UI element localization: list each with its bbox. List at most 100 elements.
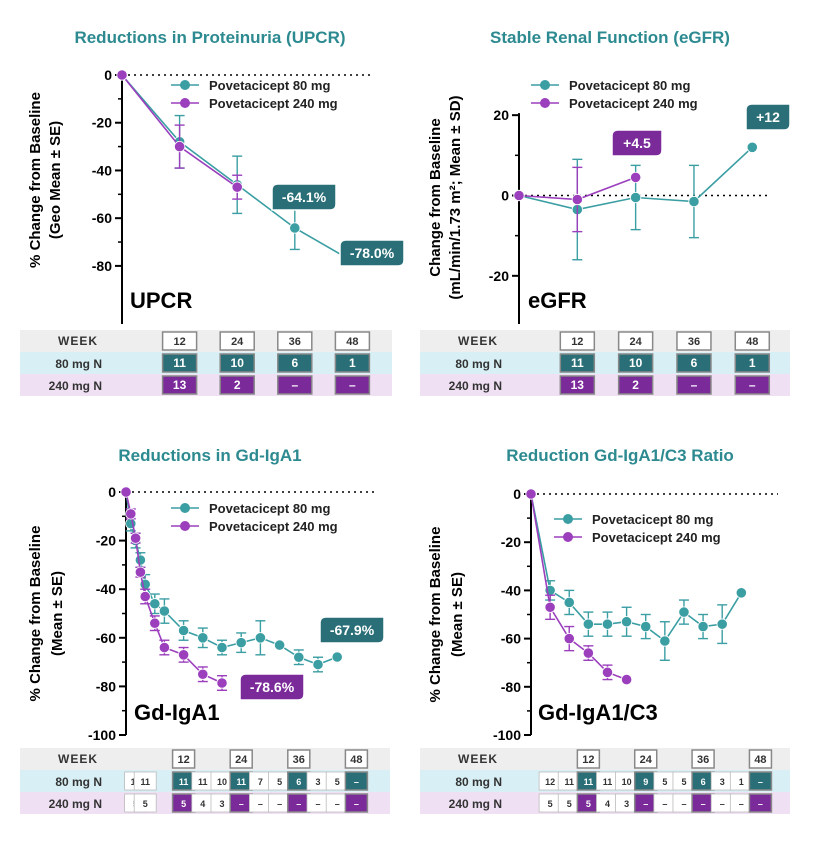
ratio-y-label: % Change from Baseline	[427, 527, 444, 703]
gdiga1-table-80mg-value: 5	[335, 777, 340, 787]
gdiga1-table-240mg-value: –	[239, 799, 244, 809]
ratio-table-240mg-value: 4	[605, 799, 610, 809]
gdiga1-point-80mg	[134, 554, 146, 566]
egfr-point-240mg	[513, 189, 525, 202]
gdiga1-point-240mg	[158, 641, 170, 654]
upcr-y-tick-label: -80	[92, 258, 112, 274]
ratio-y-tick-label: -40	[501, 582, 521, 598]
ratio-point-80mg	[620, 616, 633, 628]
gdiga1-table-week-header: WEEK	[58, 752, 98, 766]
gdiga1-table-80mg-value: 7	[258, 777, 263, 787]
ratio-legend-label: Povetacicept 240 mg	[592, 530, 721, 545]
gdiga1-point-80mg	[125, 517, 137, 530]
upcr-point-240mg	[116, 69, 128, 81]
egfr-table-week-label: 48	[746, 336, 758, 348]
gdiga1-table-240mg-value: 5	[181, 799, 186, 809]
gdiga1-table-80mg-value: 10	[217, 777, 227, 787]
gdiga1-series-line-240mg	[125, 491, 223, 684]
ratio-chart: 0 -20 -40 -60 -80 -100 % Change from Baseline (…	[420, 486, 790, 814]
gdiga1-table-week-label: 12	[177, 754, 189, 766]
gdiga1-point-80mg	[178, 624, 190, 637]
egfr-table-240mg-value: –	[691, 378, 698, 392]
ratio-table-week-cell	[576, 749, 601, 769]
ratio-table-week-label: 36	[697, 754, 709, 766]
upcr-y-tick-label: 0	[104, 67, 112, 83]
egfr-table-week-label: 24	[630, 336, 643, 348]
ratio-table-week-cell	[633, 749, 658, 769]
egfr-table-80mg-cell	[676, 353, 712, 373]
ratio-table-80mg-value: –	[758, 777, 763, 787]
ratio-point-80mg	[582, 618, 594, 630]
upcr-point-240mg	[174, 140, 186, 153]
ratio-table-80mg-value: 6	[701, 777, 706, 787]
gdiga1-point-240mg	[216, 677, 228, 689]
upcr-table-80mg-value: 11	[173, 356, 186, 370]
gdiga1-point-80mg	[197, 632, 209, 644]
gdiga1-table-240mg-value: –	[335, 799, 340, 809]
egfr-table-week-label: 12	[571, 336, 583, 348]
gdiga1-y-tick-label: -20	[96, 533, 116, 549]
upcr-table-80mg-cell	[277, 353, 313, 373]
egfr-y-tick-label: 0	[501, 187, 509, 203]
ratio-table-80mg-value: 1	[739, 777, 744, 787]
ratio-point-80mg	[735, 587, 747, 599]
upcr-table-week-cell	[219, 331, 255, 351]
egfr-table-240mg-cell	[734, 375, 771, 395]
gdiga1-table-row-label: 240 mg N	[49, 797, 102, 811]
upcr-table-row-label: 240 mg N	[49, 379, 102, 393]
gdiga1-point-80mg	[293, 651, 305, 663]
upcr-table-240mg-cell	[334, 375, 371, 395]
gdiga1-table-80mg-value: 11	[179, 777, 189, 787]
egfr-point-80mg	[746, 141, 758, 153]
ratio-table-240mg-value: –	[681, 799, 686, 809]
upcr-legend-label: Povetacicept 80 mg	[209, 78, 330, 93]
gdiga1-point-80mg	[273, 639, 286, 651]
egfr-table-week-cell	[617, 331, 654, 351]
ratio-point-240mg	[601, 666, 614, 678]
egfr-callout-text: +12	[756, 109, 780, 125]
gdiga1-legend-marker	[180, 521, 190, 531]
ratio-point-240mg	[563, 632, 575, 645]
egfr-panel-label: eGFR	[528, 288, 587, 313]
egfr-callout-text: +4.5	[623, 135, 651, 151]
ratio-point-80mg	[678, 606, 690, 618]
upcr-table-240mg-value: –	[291, 378, 298, 392]
ratio-table-80mg-value: 12	[545, 777, 555, 787]
gdiga1-table-week-label: 24	[235, 754, 248, 766]
ratio-table-240mg-value: 3	[624, 799, 629, 809]
gdiga1-callout-text: -67.9%	[330, 622, 375, 638]
gdiga1-table-240mg-value: –	[315, 799, 320, 809]
gdiga1-callout-box	[319, 616, 385, 644]
ratio-y-tick-label: -20	[501, 534, 521, 550]
ratio-point-240mg	[582, 647, 594, 659]
gdiga1-table-240mg-value: –	[258, 799, 263, 809]
ratio-y-tick-label: -100	[493, 727, 521, 743]
gdiga1-title: Reductions in Gd-IgA1	[118, 446, 302, 465]
ratio-table-240mg-value: –	[662, 799, 667, 809]
ratio-point-80mg	[601, 618, 614, 630]
ratio-table-80mg-value: 5	[681, 777, 686, 787]
upcr-callout-text: -78.0%	[350, 245, 395, 261]
ratio-table-240mg-cell	[748, 793, 773, 813]
upcr-legend-label: Povetacicept 240 mg	[209, 96, 338, 111]
ratio-table-week-label: 48	[754, 754, 766, 766]
egfr-table-240mg-value: 2	[632, 378, 639, 392]
gdiga1-table-80mg-value: 11	[140, 777, 150, 787]
upcr-callout-box	[271, 183, 337, 211]
gdiga1-table-80mg-value: 11	[198, 777, 208, 787]
ratio-table-240mg-value: –	[739, 799, 744, 809]
ratio-panel-label: Gd-IgA1/C3	[538, 700, 658, 725]
gdiga1-table-240mg-value: 4	[200, 799, 205, 809]
ratio-table-80mg-value: 10	[622, 777, 632, 787]
gdiga1-callout-text: -78.6%	[250, 679, 295, 695]
upcr-panel-label: UPCR	[130, 288, 192, 313]
gdiga1-point-80mg	[331, 651, 343, 663]
egfr-chart: 20 0 -20 Change from Baseline (mL/min/1.73 m…	[420, 78, 791, 396]
ratio-table-week-label: 12	[582, 754, 594, 766]
upcr-y-tick-label: -40	[92, 162, 112, 178]
upcr-point-240mg	[231, 181, 243, 193]
ratio-legend-label: Povetacicept 80 mg	[592, 512, 713, 527]
gdiga1-table-240mg-value: –	[296, 799, 301, 809]
gdiga1-point-240mg	[139, 590, 151, 603]
